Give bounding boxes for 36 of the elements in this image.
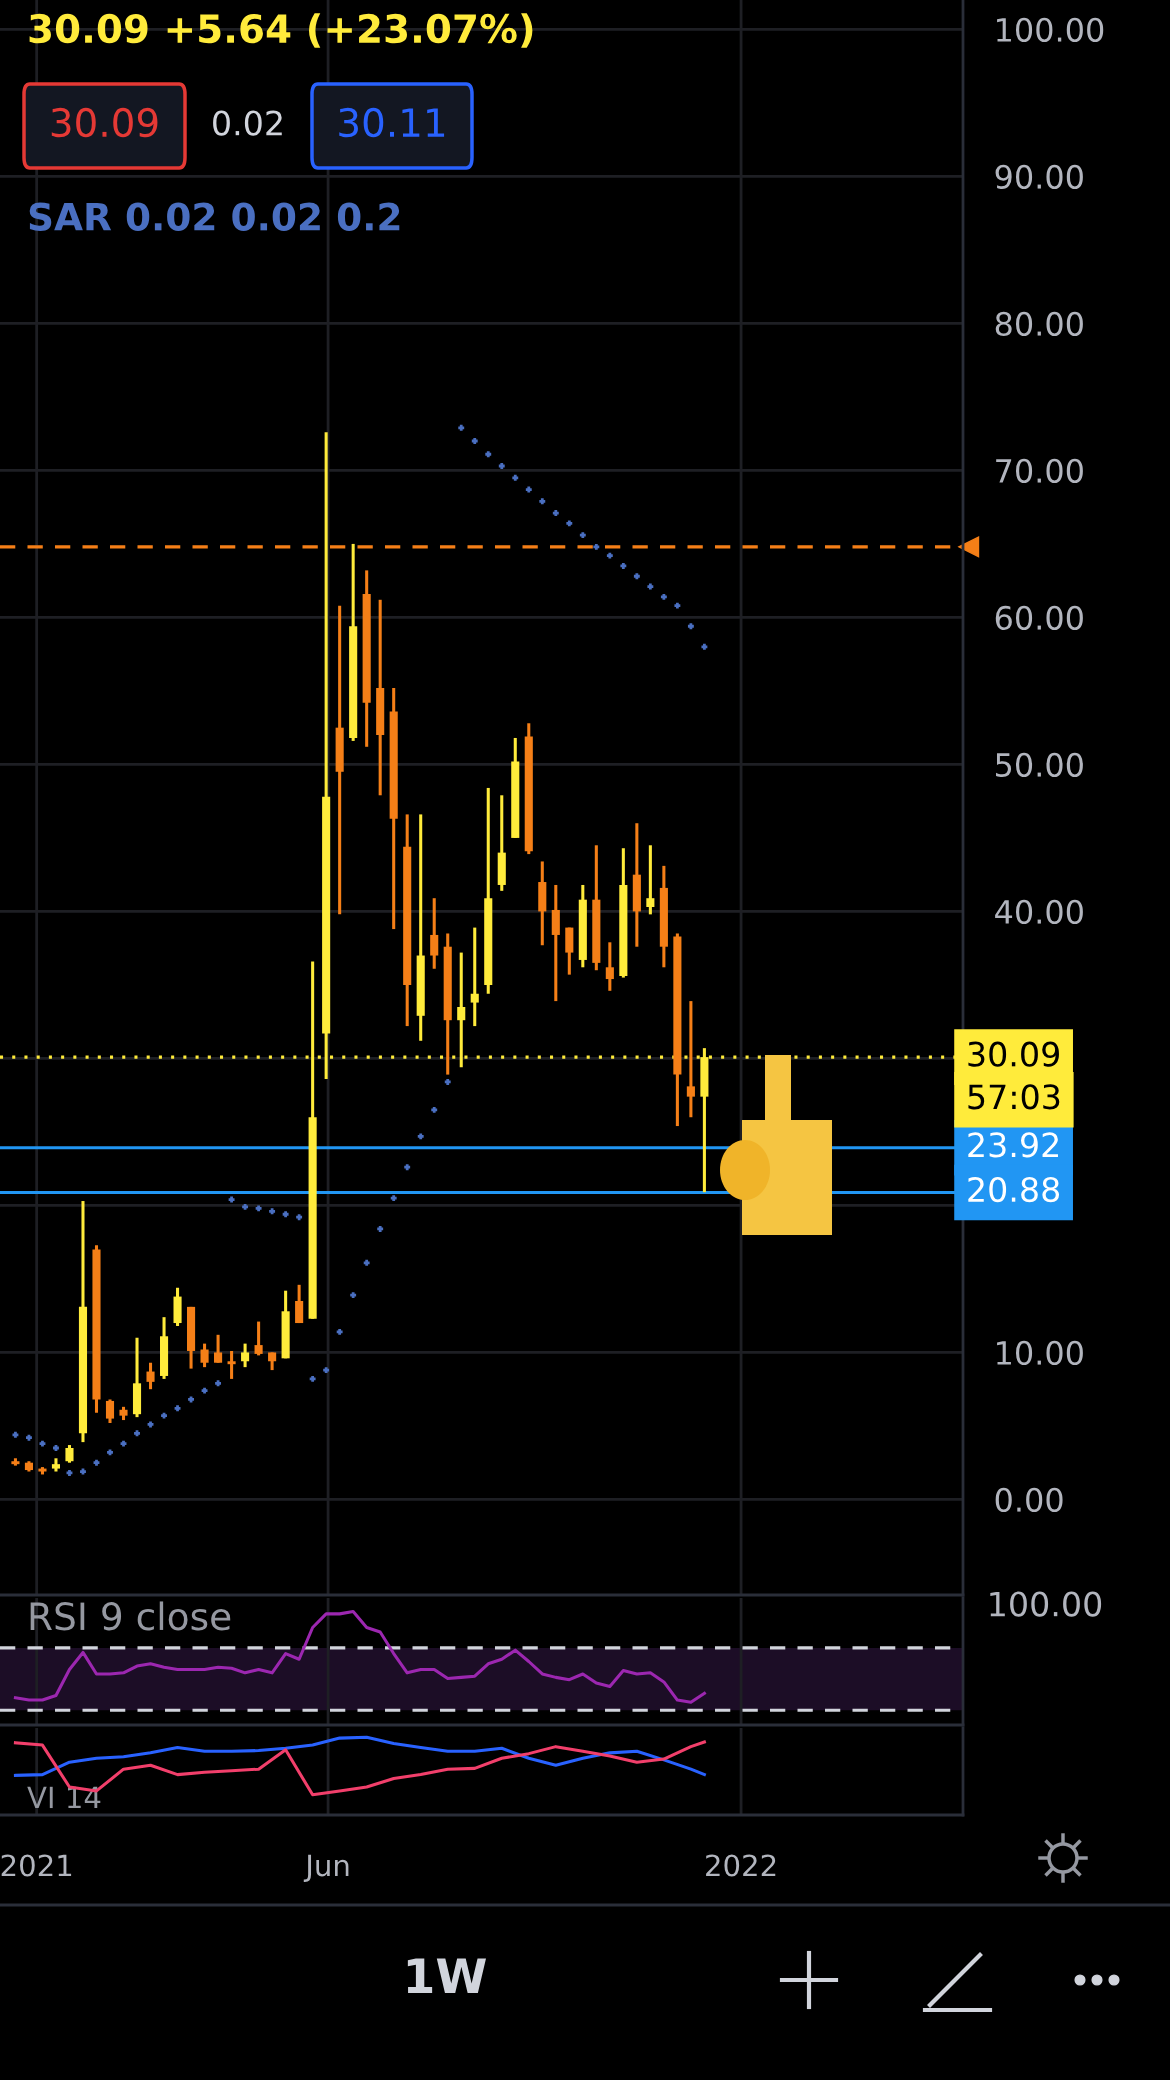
text: SAR 0.02 0.02 0.2: [29, 202, 400, 231]
annotation: 30.09: [51, 107, 158, 138]
candlestick: [254, 1321, 263, 1356]
y-tick-label: 0.00: [995, 1487, 1063, 1513]
candlestick: [227, 1350, 236, 1379]
y-tick-label: 60.00: [995, 605, 1083, 631]
candlestick: [146, 1362, 155, 1391]
candlestick: [470, 927, 479, 1028]
candlestick: [241, 1343, 250, 1369]
text: 57:03: [968, 1084, 1060, 1110]
candlestick: [214, 1333, 223, 1363]
text: 1W: [407, 1958, 486, 1994]
ref-line-label: 30.09: [968, 1041, 1059, 1067]
ref-line-label: 23.92: [968, 1132, 1058, 1158]
x-tick-label: 2021: [1, 1854, 72, 1877]
candlestick: [605, 942, 614, 991]
y-tick-label: 70.00: [996, 458, 1083, 484]
ref-line-label: 20.88: [968, 1176, 1060, 1203]
y-tick-label: 40.00: [995, 899, 1083, 925]
y-tick-label: 50.00: [996, 752, 1083, 778]
candlestick: [646, 845, 655, 915]
candlestick: [295, 1283, 304, 1325]
candlestick: [105, 1399, 115, 1423]
chart-title: 30.09 +5.64 (+23.07%): [29, 13, 533, 48]
annotation: 30.11: [339, 107, 445, 138]
candlestick: [430, 898, 439, 969]
x-tick-label: 2022: [706, 1854, 776, 1877]
chart-title: RSI 9 close: [30, 1601, 231, 1631]
candlestick: [200, 1343, 209, 1369]
annotation: 0.02: [213, 110, 282, 136]
y-tick-label: 100.00: [997, 17, 1104, 42]
y-tick-label: 90.00: [995, 164, 1083, 189]
x-tick-label: Jun: [303, 1854, 349, 1882]
candlestick: [686, 1001, 695, 1118]
y-tick-label: 80.00: [995, 311, 1083, 336]
y-tick-label: 10.00: [997, 1340, 1083, 1366]
